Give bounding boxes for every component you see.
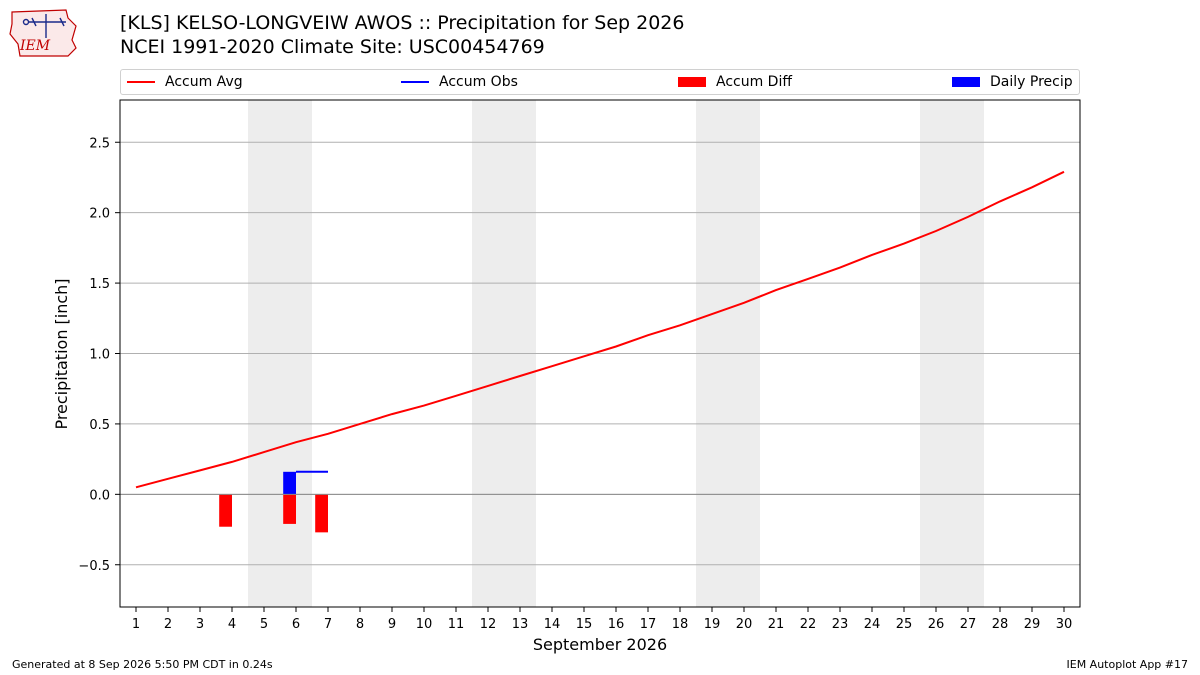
x-tick-label: 25 (896, 617, 913, 632)
legend-label-accum-diff: Accum Diff (716, 74, 793, 90)
legend-swatch-daily-precip (952, 77, 980, 87)
x-tick-label: 18 (672, 617, 689, 632)
x-tick-label: 23 (832, 617, 849, 632)
y-tick-label: 0.0 (89, 488, 110, 503)
legend-swatch-accum-obs (401, 81, 429, 83)
x-tick-label: 20 (736, 617, 753, 632)
x-tick-label: 19 (704, 617, 721, 632)
x-tick-label: 4 (228, 617, 236, 632)
chart-legend: Accum Avg Accum Obs Accum Diff Daily Pre… (120, 69, 1080, 95)
weather-station-icon (22, 14, 66, 38)
chart-title: [KLS] KELSO-LONGVEIW AWOS :: Precipitati… (120, 12, 685, 34)
legend-label-accum-obs: Accum Obs (439, 74, 518, 90)
x-tick-label: 27 (960, 617, 977, 632)
x-tick-label: 28 (992, 617, 1009, 632)
x-tick-label: 24 (864, 617, 881, 632)
legend-item-daily-precip: Daily Precip (952, 70, 1073, 94)
y-axis-label: Precipitation [inch] (52, 278, 71, 429)
x-tick-label: 17 (640, 617, 657, 632)
legend-swatch-accum-diff (678, 77, 706, 87)
accum-diff-bar (283, 494, 296, 524)
accum-diff-bar (315, 494, 328, 533)
x-tick-label: 10 (416, 617, 433, 632)
x-tick-label: 11 (448, 617, 465, 632)
chart-subtitle: NCEI 1991-2020 Climate Site: USC00454769 (120, 36, 545, 58)
x-tick-label: 6 (292, 617, 300, 632)
app-label: IEM Autoplot App #17 (1066, 658, 1189, 671)
legend-item-accum-obs: Accum Obs (401, 70, 518, 94)
y-tick-label: 1.0 (89, 348, 110, 363)
legend-label-daily-precip: Daily Precip (990, 74, 1073, 90)
x-tick-label: 12 (480, 617, 497, 632)
x-tick-label: 7 (324, 617, 332, 632)
legend-swatch-accum-avg (127, 81, 155, 83)
x-axis-label: September 2026 (533, 635, 667, 654)
x-tick-label: 26 (928, 617, 945, 632)
legend-item-accum-diff: Accum Diff (678, 70, 792, 94)
accum-diff-bar (219, 494, 232, 527)
logo-text: IEM (19, 38, 51, 54)
daily-precip-bar (283, 471, 296, 495)
y-tick-label: 1.5 (89, 277, 110, 292)
x-tick-label: 22 (800, 617, 817, 632)
x-tick-label: 15 (576, 617, 593, 632)
y-tick-label: −0.5 (78, 559, 110, 574)
legend-label-accum-avg: Accum Avg (165, 74, 243, 90)
x-tick-label: 1 (132, 617, 140, 632)
iem-logo: IEM (9, 9, 77, 57)
x-tick-label: 14 (544, 617, 561, 632)
x-tick-label: 21 (768, 617, 785, 632)
x-tick-label: 2 (164, 617, 172, 632)
y-tick-label: 0.5 (89, 418, 110, 433)
x-tick-label: 5 (260, 617, 268, 632)
accum-avg-line (135, 170, 1065, 489)
x-tick-label: 30 (1056, 617, 1073, 632)
x-tick-label: 29 (1024, 617, 1041, 632)
y-tick-label: 2.0 (89, 207, 110, 222)
x-tick-label: 13 (512, 617, 529, 632)
generated-timestamp: Generated at 8 Sep 2026 5:50 PM CDT in 0… (12, 658, 273, 671)
legend-item-accum-avg: Accum Avg (127, 70, 243, 94)
x-tick-label: 16 (608, 617, 625, 632)
x-tick-label: 3 (196, 617, 204, 632)
x-tick-label: 8 (356, 617, 364, 632)
x-tick-label: 9 (388, 617, 396, 632)
y-tick-label: 2.5 (89, 136, 110, 151)
